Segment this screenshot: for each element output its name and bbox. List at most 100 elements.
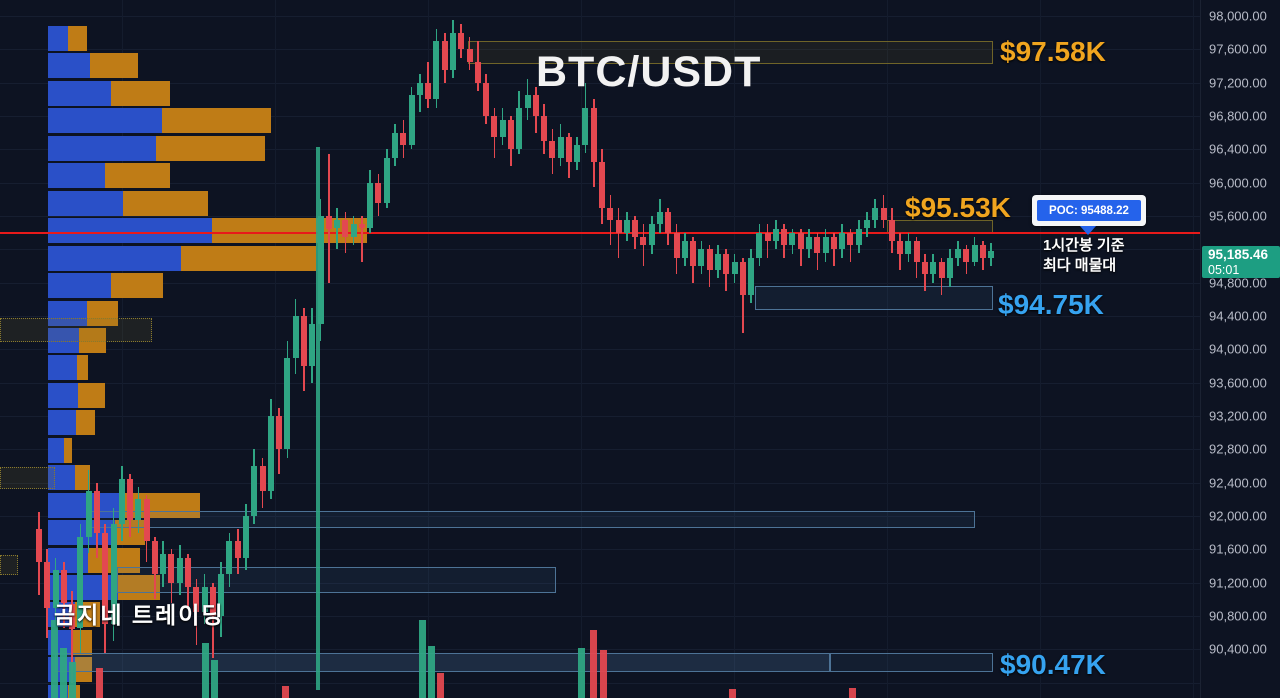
candle[interactable]	[979, 245, 986, 258]
candle[interactable]	[615, 220, 622, 233]
candle[interactable]	[524, 95, 531, 108]
volume-profile-buy-bar[interactable]	[48, 382, 78, 408]
candle[interactable]	[938, 261, 945, 279]
candle[interactable]	[971, 245, 978, 262]
candle[interactable]	[557, 136, 564, 158]
candle[interactable]	[665, 211, 672, 233]
volume-profile-sell-bar[interactable]	[111, 80, 170, 106]
candle[interactable]	[450, 32, 456, 71]
candle[interactable]	[822, 236, 829, 254]
candle[interactable]	[85, 491, 92, 537]
volume-profile-sell-bar[interactable]	[87, 300, 118, 326]
candle[interactable]	[77, 536, 84, 629]
candle[interactable]	[690, 241, 697, 266]
volume-profile-sell-bar[interactable]	[90, 53, 138, 79]
candle[interactable]	[358, 224, 365, 229]
volume-profile-buy-bar[interactable]	[48, 80, 111, 106]
candle[interactable]	[905, 241, 912, 254]
candle[interactable]	[218, 574, 225, 616]
candle[interactable]	[392, 132, 399, 158]
zone-left-3[interactable]	[0, 555, 18, 575]
volume-profile-sell-bar[interactable]	[75, 465, 90, 491]
volume-profile-sell-bar[interactable]	[111, 273, 163, 299]
candle[interactable]	[416, 82, 423, 96]
volume-profile-buy-bar[interactable]	[48, 163, 105, 189]
price-label-9475[interactable]: $94.75K	[998, 289, 1104, 320]
volume-profile-sell-bar[interactable]	[77, 355, 88, 381]
candle[interactable]	[549, 141, 556, 158]
candle[interactable]	[342, 220, 349, 237]
candle[interactable]	[151, 541, 158, 575]
candle[interactable]	[433, 41, 440, 100]
candle[interactable]	[648, 224, 655, 246]
candle[interactable]	[243, 516, 249, 558]
zone-9047-a[interactable]	[55, 653, 830, 672]
candle[interactable]	[946, 257, 953, 279]
candle[interactable]	[52, 570, 59, 608]
candle[interactable]	[772, 228, 779, 241]
candle[interactable]	[963, 249, 970, 262]
candle[interactable]	[350, 224, 357, 237]
price-label-9553[interactable]: $95.53K	[905, 192, 1011, 223]
candle[interactable]	[748, 257, 755, 296]
volume-profile-buy-bar[interactable]	[48, 355, 77, 381]
volume-profile-buy-bar[interactable]	[48, 108, 162, 134]
volume-profile-sell-bar[interactable]	[118, 575, 160, 600]
volume-profile-sell-bar[interactable]	[105, 163, 170, 189]
volume-profile-buy-bar[interactable]	[48, 245, 181, 271]
candle[interactable]	[466, 49, 473, 62]
candle[interactable]	[764, 232, 771, 241]
price-axis[interactable]: 98,000.00 97,600.00 97,200.00 96,800.00 96,4…	[1200, 0, 1280, 698]
volume-profile-sell-bar[interactable]	[181, 245, 316, 271]
candle[interactable]	[127, 478, 134, 521]
candle[interactable]	[102, 532, 109, 625]
volume-profile-sell-bar[interactable]	[76, 410, 95, 436]
candle[interactable]	[623, 220, 630, 233]
candle[interactable]	[226, 541, 233, 575]
zone-9047-b[interactable]	[830, 653, 993, 672]
candle[interactable]	[897, 241, 904, 254]
candle[interactable]	[93, 491, 100, 533]
candle[interactable]	[814, 236, 821, 254]
volume-profile-buy-bar[interactable]	[48, 465, 75, 491]
candle[interactable]	[375, 182, 382, 204]
candle[interactable]	[474, 61, 481, 83]
poc-red-line[interactable]	[0, 231, 1200, 234]
candle[interactable]	[383, 157, 390, 204]
volume-profile-buy-bar[interactable]	[48, 218, 212, 244]
volume-profile-sell-bar[interactable]	[68, 26, 87, 51]
volume-profile-buy-bar[interactable]	[48, 300, 87, 326]
volume-profile-sell-bar[interactable]	[64, 437, 72, 463]
volume-profile-buy-bar[interactable]	[48, 410, 76, 436]
volume-profile-buy-bar[interactable]	[48, 190, 123, 216]
candle[interactable]	[541, 116, 548, 141]
volume-profile-buy-bar[interactable]	[48, 135, 156, 161]
candle[interactable]	[921, 261, 928, 275]
candle[interactable]	[532, 95, 539, 116]
candle[interactable]	[135, 499, 142, 521]
volume-profile-buy-bar[interactable]	[48, 26, 68, 51]
candle[interactable]	[888, 220, 895, 241]
candle[interactable]	[276, 416, 283, 450]
poc-tooltip[interactable]: POC: 95488.22	[1032, 195, 1146, 226]
candle[interactable]	[234, 541, 241, 558]
candle[interactable]	[458, 32, 465, 50]
candle[interactable]	[160, 553, 167, 575]
volume-profile-sell-bar[interactable]	[79, 327, 106, 353]
zone-left-2[interactable]	[0, 467, 55, 489]
volume-profile-sell-bar[interactable]	[156, 135, 265, 161]
candle[interactable]	[607, 207, 614, 221]
candle[interactable]	[408, 95, 415, 146]
candle[interactable]	[516, 107, 523, 150]
volume-profile-sell-bar[interactable]	[72, 629, 92, 655]
candle[interactable]	[483, 82, 490, 116]
candle[interactable]	[731, 261, 738, 275]
candle[interactable]	[309, 324, 316, 366]
candle[interactable]	[44, 561, 51, 608]
candle[interactable]	[317, 216, 324, 325]
candle[interactable]	[781, 228, 788, 246]
candle[interactable]	[739, 261, 746, 296]
volume-profile-sell-bar[interactable]	[78, 382, 105, 408]
candle[interactable]	[251, 466, 258, 516]
zone-92k[interactable]	[90, 511, 975, 528]
